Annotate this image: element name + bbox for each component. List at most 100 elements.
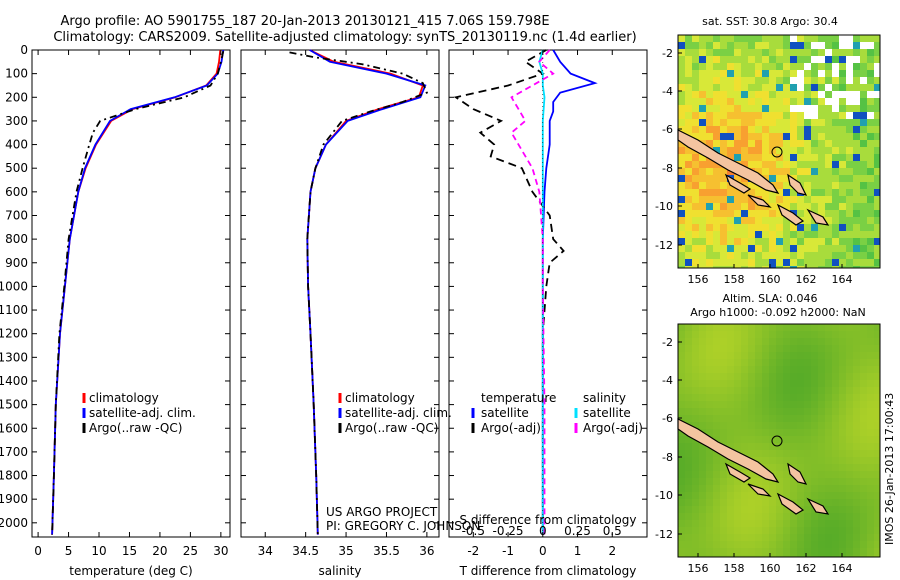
map-cell: [867, 245, 874, 252]
map-cell: [867, 196, 874, 203]
map-cell: [860, 366, 867, 373]
map-cell: [762, 499, 769, 506]
map-cell: [776, 387, 783, 394]
map-cell: [678, 387, 685, 394]
map-cell: [804, 245, 811, 252]
map-cell: [734, 196, 741, 203]
map-cell: [692, 77, 699, 84]
map-cell: [839, 450, 846, 457]
map-cell: [755, 513, 762, 520]
map-cell: [783, 415, 790, 422]
map-cell: [846, 259, 853, 266]
map-cell: [853, 266, 860, 268]
map-cell: [790, 352, 797, 359]
map-cell: [741, 224, 748, 231]
map-cell: [776, 380, 783, 387]
map-cell: [832, 140, 839, 147]
map-cell: [762, 415, 769, 422]
map-cell: [839, 359, 846, 366]
map-cell: [776, 98, 783, 105]
map-cell: [832, 63, 839, 70]
figure-title-line1: Argo profile: AO 5901755_187 20-Jan-2013…: [60, 14, 549, 29]
map-cell: [846, 443, 853, 450]
map-cell: [734, 49, 741, 56]
map-cell: [776, 338, 783, 345]
map-cell: [839, 231, 846, 238]
map-cell: [741, 56, 748, 63]
map-cell: [748, 112, 755, 119]
map-cell: [734, 485, 741, 492]
map-cell: [874, 112, 880, 119]
map-cell: [692, 35, 699, 42]
legend-label-argo: Argo(..raw -QC): [89, 421, 182, 435]
map-cell: [713, 70, 720, 77]
map-cell: [832, 555, 839, 557]
map-cell: [811, 56, 818, 63]
map-cell: [867, 485, 874, 492]
map-cell: [699, 259, 706, 266]
map-cell: [720, 541, 727, 548]
map-lat-label: -12: [655, 528, 673, 541]
map-cell: [811, 324, 818, 331]
map-cell: [825, 366, 832, 373]
map-cell: [825, 175, 832, 182]
map-cell: [818, 555, 825, 557]
map-cell: [685, 112, 692, 119]
map-cell: [874, 119, 880, 126]
map-lon-label: 158: [724, 562, 745, 575]
map-cell: [776, 133, 783, 140]
map-cell: [720, 520, 727, 527]
map-cell: [846, 450, 853, 457]
map-cell: [706, 42, 713, 49]
map-cell: [762, 359, 769, 366]
y-tick-label: 1700: [0, 445, 28, 459]
map-cell: [734, 112, 741, 119]
map-cell: [699, 196, 706, 203]
map-cell: [734, 387, 741, 394]
map-cell: [804, 387, 811, 394]
map-cell: [741, 324, 748, 331]
map-cell: [811, 478, 818, 485]
map-cell: [755, 91, 762, 98]
sla-map: [677, 324, 880, 557]
map-cell: [741, 506, 748, 513]
map-cell: [825, 436, 832, 443]
map-cell: [860, 70, 867, 77]
map-cell: [692, 387, 699, 394]
map-cell: [874, 555, 880, 557]
map-cell: [860, 259, 867, 266]
map-cell: [825, 119, 832, 126]
sst-map: [677, 35, 880, 268]
map-cell: [699, 217, 706, 224]
map-cell: [769, 84, 776, 91]
map-cell: [811, 534, 818, 541]
map-cell: [860, 422, 867, 429]
map-cell: [692, 119, 699, 126]
map-cell: [783, 394, 790, 401]
map-cell: [727, 63, 734, 70]
map-cell: [713, 541, 720, 548]
map-cell: [776, 259, 783, 266]
map-cell: [713, 506, 720, 513]
map-cell: [853, 464, 860, 471]
y-tick-label: 300: [5, 114, 28, 128]
map-cell: [790, 513, 797, 520]
map-cell: [713, 527, 720, 534]
map-cell: [706, 415, 713, 422]
map-cell: [734, 224, 741, 231]
map-cell: [867, 84, 874, 91]
map-cell: [741, 429, 748, 436]
map-cell: [832, 70, 839, 77]
map-cell: [846, 513, 853, 520]
map-cell: [769, 555, 776, 557]
map-cell: [720, 555, 727, 557]
map-cell: [741, 63, 748, 70]
map-cell: [755, 555, 762, 557]
map-cell: [790, 387, 797, 394]
map-cell: [867, 133, 874, 140]
map-cell: [839, 387, 846, 394]
map-cell: [867, 492, 874, 499]
map-cell: [727, 133, 734, 140]
map-cell: [748, 436, 755, 443]
map-cell: [692, 189, 699, 196]
